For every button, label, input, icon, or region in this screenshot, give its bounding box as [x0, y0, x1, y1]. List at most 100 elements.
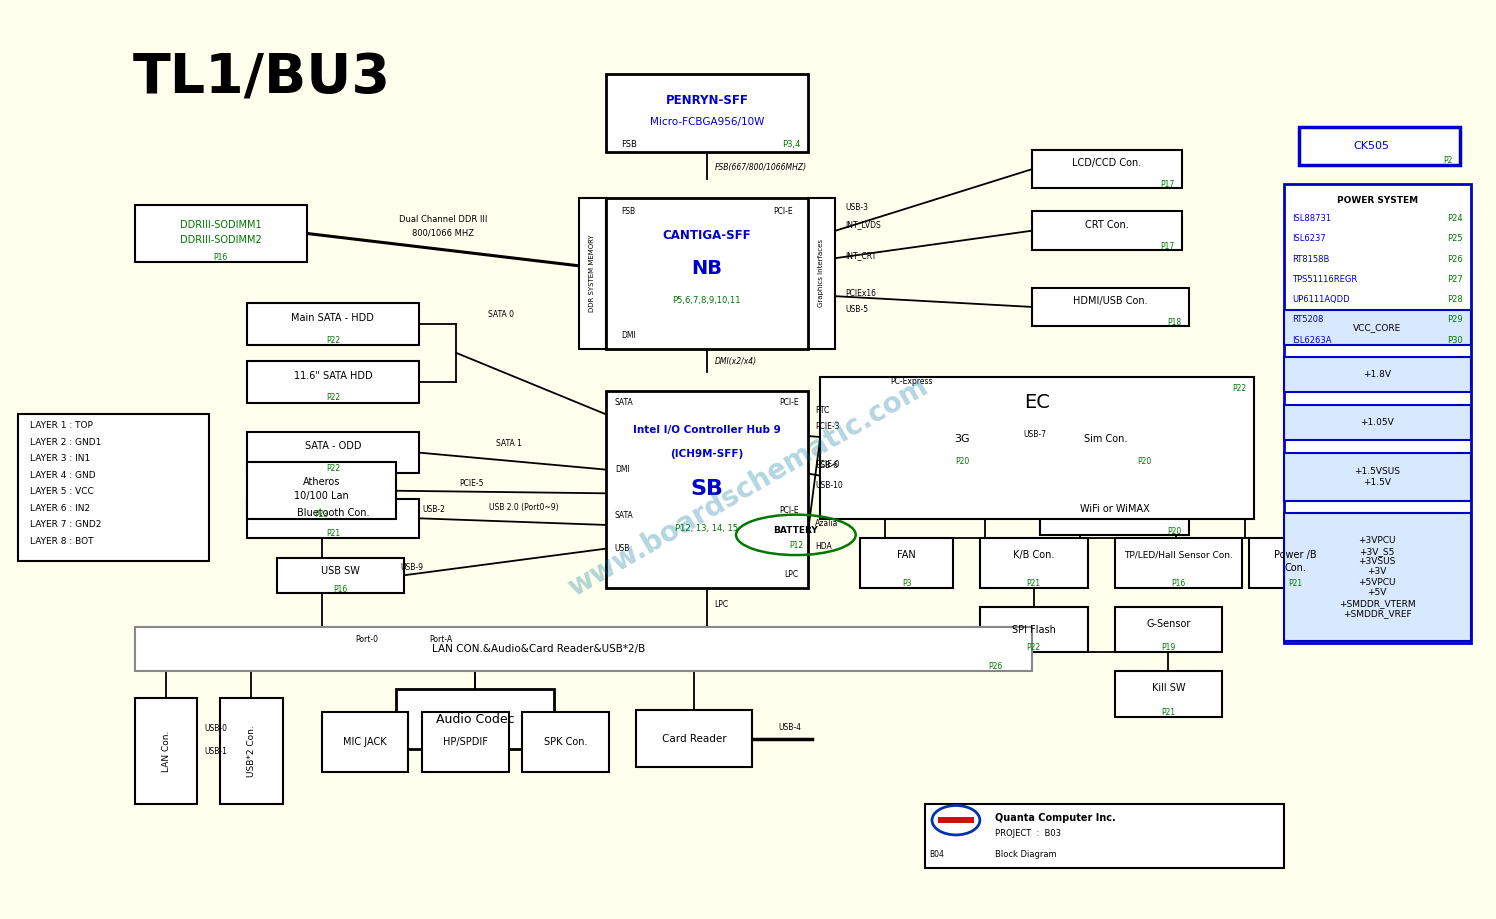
Text: USB-10: USB-10: [815, 481, 844, 490]
Text: P22: P22: [326, 335, 340, 345]
Text: DDRIII-SODIMM2: DDRIII-SODIMM2: [180, 235, 262, 245]
Text: USB-0: USB-0: [203, 723, 227, 732]
FancyBboxPatch shape: [1284, 513, 1471, 641]
FancyBboxPatch shape: [1115, 538, 1242, 588]
Text: DMI: DMI: [615, 465, 630, 474]
FancyBboxPatch shape: [1115, 671, 1222, 717]
Text: Kill SW: Kill SW: [1152, 684, 1185, 693]
Text: USB-2: USB-2: [422, 505, 446, 514]
Text: P16: P16: [214, 253, 227, 262]
FancyBboxPatch shape: [606, 198, 808, 349]
Text: SATA: SATA: [615, 398, 634, 407]
Text: HDA: HDA: [815, 542, 832, 551]
Text: USB: USB: [615, 544, 630, 553]
Text: P21: P21: [1026, 579, 1041, 588]
Text: POWER SYSTEM: POWER SYSTEM: [1336, 196, 1418, 205]
Text: TP/LED/Hall Sensor Con.: TP/LED/Hall Sensor Con.: [1123, 550, 1233, 560]
Text: USB-9: USB-9: [399, 563, 423, 573]
Text: PCIE-5: PCIE-5: [459, 479, 483, 488]
Text: DDR SYSTEM MEMORY: DDR SYSTEM MEMORY: [589, 234, 595, 312]
Text: INT_LVDS: INT_LVDS: [845, 221, 881, 230]
Text: PCI-E: PCI-E: [779, 398, 799, 407]
FancyBboxPatch shape: [247, 462, 396, 519]
Text: Micro-FCBGA956/10W: Micro-FCBGA956/10W: [649, 117, 764, 127]
FancyBboxPatch shape: [1284, 310, 1471, 345]
FancyBboxPatch shape: [135, 627, 1032, 671]
FancyBboxPatch shape: [1284, 357, 1471, 392]
Text: Intel I/O Controller Hub 9: Intel I/O Controller Hub 9: [633, 425, 781, 435]
Text: www.boardschematic.com: www.boardschematic.com: [562, 372, 934, 602]
Text: LAYER 3 : IN1: LAYER 3 : IN1: [30, 454, 90, 463]
Text: 800/1066 MHZ: 800/1066 MHZ: [411, 228, 474, 237]
Text: K/B Con.: K/B Con.: [1013, 550, 1055, 561]
Text: (ICH9M-SFF): (ICH9M-SFF): [670, 448, 744, 459]
FancyBboxPatch shape: [135, 698, 197, 804]
FancyBboxPatch shape: [322, 712, 408, 772]
Text: WiFi or WiMAX: WiFi or WiMAX: [1080, 504, 1149, 514]
FancyBboxPatch shape: [1032, 288, 1189, 326]
FancyBboxPatch shape: [247, 432, 419, 473]
FancyBboxPatch shape: [808, 198, 835, 349]
Text: USB-3: USB-3: [845, 203, 868, 212]
Text: +1.5VSUS
+1.5V: +1.5VSUS +1.5V: [1354, 467, 1400, 487]
Text: Azalia: Azalia: [815, 519, 839, 528]
Text: Bluetooth Con.: Bluetooth Con.: [296, 507, 370, 517]
Text: FSB(667/800/1066MHZ): FSB(667/800/1066MHZ): [715, 163, 806, 172]
Text: PCIEx16: PCIEx16: [845, 289, 877, 298]
Bar: [938, 816, 974, 823]
Text: +1.8V: +1.8V: [1363, 370, 1391, 380]
Text: HDMI/USB Con.: HDMI/USB Con.: [1074, 296, 1147, 306]
Text: P30: P30: [1447, 335, 1463, 345]
FancyBboxPatch shape: [980, 607, 1088, 652]
FancyBboxPatch shape: [820, 377, 1254, 519]
Text: SATA - ODD: SATA - ODD: [305, 441, 361, 451]
Text: 11.6" SATA HDD: 11.6" SATA HDD: [293, 370, 373, 380]
Text: PC-Express: PC-Express: [890, 377, 932, 386]
Text: USB-1: USB-1: [203, 747, 227, 755]
FancyBboxPatch shape: [396, 689, 554, 749]
FancyBboxPatch shape: [980, 538, 1088, 588]
Text: B04: B04: [929, 850, 944, 858]
Text: EC: EC: [1023, 393, 1050, 412]
FancyBboxPatch shape: [606, 391, 808, 588]
Text: USB SW: USB SW: [322, 566, 359, 576]
Text: USB*2 Con.: USB*2 Con.: [247, 725, 256, 777]
Text: Port-A: Port-A: [429, 635, 453, 644]
Text: P27: P27: [1447, 275, 1463, 284]
Text: P25: P25: [1448, 234, 1463, 244]
FancyBboxPatch shape: [422, 712, 509, 772]
Text: +1.05V: +1.05V: [1360, 418, 1394, 427]
Text: LAYER 2 : GND1: LAYER 2 : GND1: [30, 437, 102, 447]
Text: Quanta Computer Inc.: Quanta Computer Inc.: [995, 813, 1116, 823]
Text: MIC JACK: MIC JACK: [343, 737, 387, 747]
Text: Power /B: Power /B: [1275, 550, 1316, 561]
Text: P26: P26: [987, 662, 1002, 671]
FancyBboxPatch shape: [1284, 405, 1471, 440]
Text: USB-7: USB-7: [1023, 430, 1046, 439]
Text: PCI-E: PCI-E: [779, 505, 799, 515]
Text: FSB: FSB: [621, 140, 637, 149]
Text: P16: P16: [1171, 579, 1185, 588]
Text: RT8158B: RT8158B: [1293, 255, 1330, 264]
Text: P17: P17: [1159, 242, 1174, 251]
Text: PCIE-0: PCIE-0: [815, 460, 839, 469]
Text: DDRIII-SODIMM1: DDRIII-SODIMM1: [180, 220, 262, 230]
FancyBboxPatch shape: [247, 303, 419, 345]
Text: Audio Codec: Audio Codec: [435, 712, 515, 726]
FancyBboxPatch shape: [908, 423, 1016, 465]
Text: LAYER 7 : GND2: LAYER 7 : GND2: [30, 520, 102, 529]
Text: +3VPCU
+3V_S5
+3VSUS
+3V
+5VPCU
+5V
+SMDDR_VTERM
+SMDDR_VREF: +3VPCU +3V_S5 +3VSUS +3V +5VPCU +5V +SMD…: [1339, 536, 1415, 618]
Text: PENRYN-SFF: PENRYN-SFF: [666, 95, 748, 108]
Text: P22: P22: [326, 393, 340, 403]
Text: P29: P29: [1448, 315, 1463, 324]
FancyBboxPatch shape: [860, 538, 953, 588]
Text: INT_CRT: INT_CRT: [845, 251, 877, 260]
Text: RT5208: RT5208: [1293, 315, 1324, 324]
Text: P3,4: P3,4: [782, 140, 800, 149]
Text: DMI(x2/x4): DMI(x2/x4): [715, 357, 757, 366]
Text: CRT Con.: CRT Con.: [1085, 220, 1129, 230]
Text: VCC_CORE: VCC_CORE: [1352, 323, 1402, 332]
Text: TL1/BU3: TL1/BU3: [133, 51, 390, 105]
Text: P20: P20: [1137, 457, 1152, 466]
Text: P22: P22: [1026, 643, 1041, 652]
